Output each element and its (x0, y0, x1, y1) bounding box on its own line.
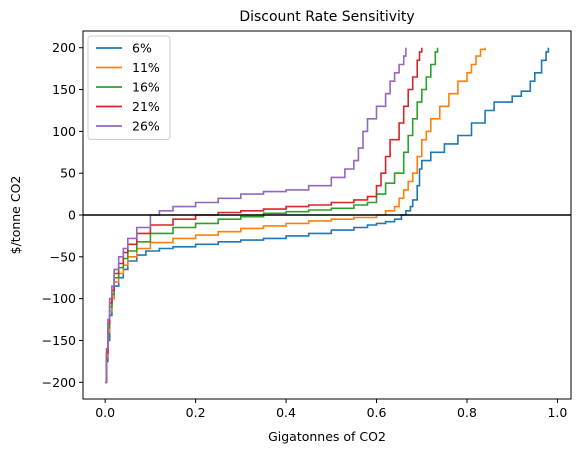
x-tick-label: 1.0 (547, 405, 567, 420)
legend-label: 11% (132, 60, 160, 75)
series-line-3 (105, 47, 423, 384)
x-tick-label: 0.0 (95, 405, 115, 420)
legend: 6% 11% 16% 21% 26% (87, 35, 171, 140)
series-line-2 (105, 47, 439, 384)
plot-lines (105, 47, 550, 384)
y-axis-label: $/tonne CO2 (8, 176, 23, 255)
x-axis-label: Gigatonnes of CO2 (268, 429, 386, 444)
y-tick-label: 0 (68, 208, 76, 223)
y-tick-label: −50 (50, 249, 76, 264)
legend-label: 6% (132, 41, 152, 56)
series-line-0 (105, 47, 550, 384)
x-tick-label: 0.6 (367, 405, 387, 420)
x-tick-label: 0.4 (276, 405, 296, 420)
y-tick-label: 150 (52, 82, 76, 97)
y-tick-label: 100 (52, 124, 76, 139)
legend-label: 21% (132, 99, 160, 114)
series-line-1 (105, 47, 486, 384)
x-tick-label: 0.2 (186, 405, 206, 420)
series-line-4 (105, 47, 407, 384)
y-tick-label: 50 (60, 166, 76, 181)
axis-ticks: 0.0 0.2 0.4 0.6 0.8 1.0 −200 −150 −100 −50 0 50 100 1… (42, 40, 568, 420)
legend-box (87, 35, 171, 140)
legend-label: 16% (132, 80, 160, 95)
chart-title: Discount Rate Sensitivity (239, 9, 414, 25)
y-tick-label: −150 (42, 333, 76, 348)
y-tick-label: −100 (42, 291, 76, 306)
x-tick-label: 0.8 (457, 405, 477, 420)
y-tick-label: 200 (52, 40, 76, 55)
plot-frame (82, 30, 572, 400)
y-tick-label: −200 (42, 375, 76, 390)
legend-label: 26% (132, 119, 160, 134)
